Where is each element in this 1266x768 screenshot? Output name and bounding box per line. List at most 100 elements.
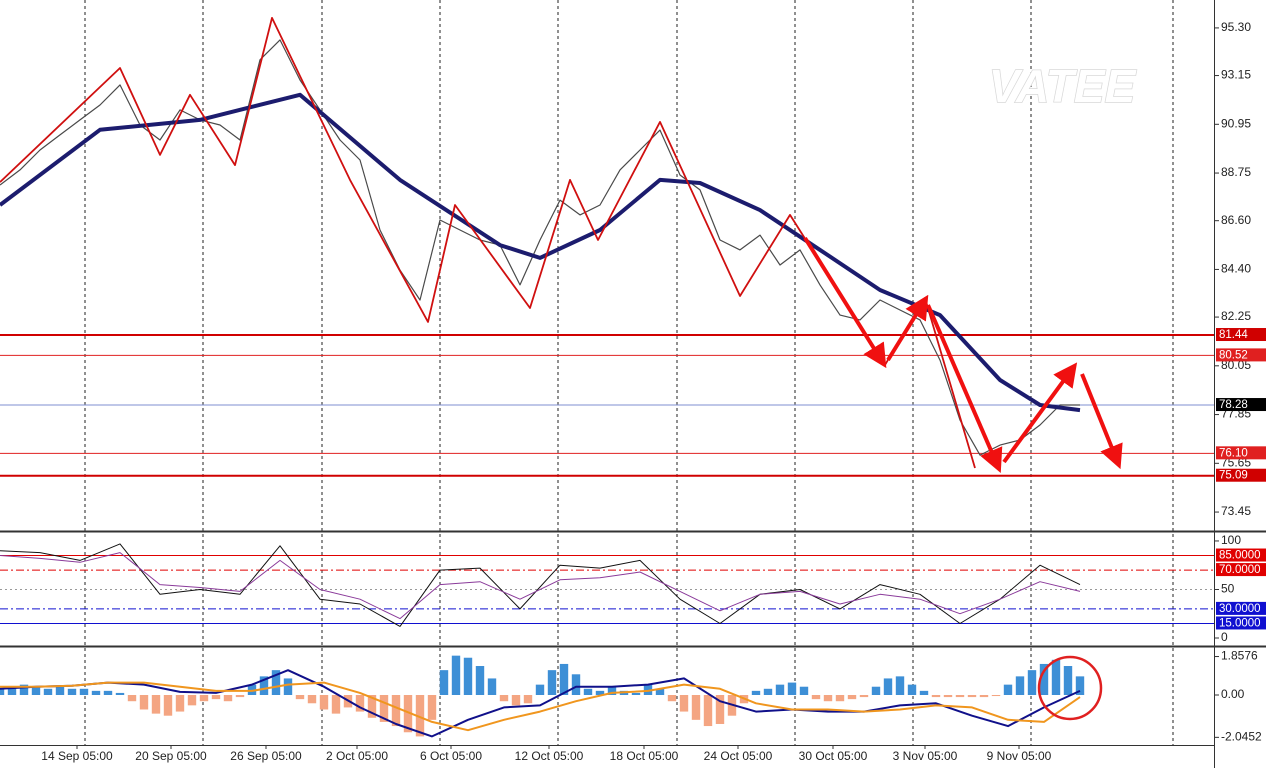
histogram-bar	[451, 655, 461, 695]
y-tick-label: 82.25	[1221, 309, 1251, 323]
histogram-bar	[43, 688, 53, 695]
histogram-bar	[487, 678, 497, 695]
histogram-bar	[883, 678, 893, 695]
histogram-bar	[0, 688, 5, 695]
histogram-bar	[643, 684, 653, 695]
x-tick-label: 18 Oct 05:00	[610, 749, 679, 763]
histogram-bar	[679, 694, 689, 712]
level-label: 85.0000	[1219, 550, 1261, 562]
level-label-box	[1216, 468, 1266, 482]
y-tick-label: 80.05	[1221, 358, 1251, 372]
y-tick-label: 88.75	[1221, 165, 1251, 179]
arrow	[926, 304, 1003, 474]
level-label-box	[1216, 601, 1266, 615]
plot-area	[0, 543, 1215, 627]
y-tick-label: 93.15	[1221, 68, 1251, 82]
histogram-bar	[175, 694, 185, 712]
histogram-bar	[31, 686, 41, 695]
series-line	[0, 552, 1081, 620]
histogram-bar	[943, 694, 953, 698]
level-label: 80.52	[1219, 349, 1248, 361]
watermark: VATEE	[989, 60, 1137, 112]
histogram-bar	[811, 694, 821, 700]
series-line	[0, 543, 1081, 627]
histogram-bar	[919, 690, 929, 695]
histogram-bar	[595, 690, 605, 695]
y-tick-label: 100	[1221, 533, 1241, 547]
histogram-bar	[1015, 676, 1025, 695]
histogram-bar	[907, 684, 917, 695]
histogram-bar	[1063, 666, 1073, 695]
histogram-bar	[547, 670, 557, 695]
histogram-bar	[1051, 659, 1061, 695]
histogram-bar	[715, 694, 725, 724]
histogram-bar	[859, 694, 869, 698]
histogram-bar	[511, 694, 521, 706]
histogram-bar	[655, 688, 665, 695]
level-label-box	[1216, 328, 1266, 342]
arrow	[886, 294, 929, 362]
x-tick-label: 30 Oct 05:00	[799, 749, 868, 763]
histogram-bar	[223, 694, 233, 702]
histogram-bar	[823, 694, 833, 702]
x-tick-label: 3 Nov 05:00	[893, 749, 958, 763]
plot-layers: 95.30 93.15 90.95 88.75 86.60 84.40 82.25 80.05…	[0, 17, 1266, 763]
histogram-bar	[559, 663, 569, 695]
x-tick-label: 6 Oct 05:00	[420, 749, 482, 763]
level-label: 70.0000	[1219, 564, 1261, 576]
series-line	[0, 669, 1081, 738]
level-label: 15.0000	[1219, 617, 1261, 629]
histogram-bar	[391, 694, 401, 727]
arrow	[1080, 373, 1123, 470]
arrow	[803, 236, 887, 369]
histogram-bar	[1039, 663, 1049, 695]
histogram-bar	[475, 666, 485, 695]
histogram-bar	[199, 694, 209, 702]
histogram-bar	[55, 686, 65, 695]
histogram-bar	[235, 694, 245, 698]
histogram-bar	[847, 694, 857, 700]
histogram-bar	[247, 684, 257, 695]
annotation-arrows	[803, 236, 1123, 474]
histogram-bar	[499, 694, 509, 702]
level-label: 78.28	[1219, 399, 1248, 411]
x-tick-label: 14 Sep 05:00	[41, 749, 113, 763]
panel: 100 50 0 85.0000 70.0000 30.0000 15.0000	[0, 533, 1266, 644]
histogram-bar	[1003, 684, 1013, 695]
histogram-bar	[835, 694, 845, 702]
histogram-bar	[871, 686, 881, 695]
histogram-bar	[523, 694, 533, 704]
histogram-bar	[1075, 676, 1085, 695]
histogram-bar	[763, 688, 773, 695]
level-label-box	[1216, 616, 1266, 630]
histogram-bar	[379, 694, 389, 722]
level-label-box	[1216, 446, 1266, 460]
histogram-bar	[667, 694, 677, 702]
level-label: 30.0000	[1219, 603, 1261, 615]
histogram-bar	[931, 694, 941, 698]
histogram-bar	[307, 694, 317, 704]
histogram-bar	[979, 694, 989, 698]
highlight-circle	[1037, 655, 1103, 721]
histogram-bar	[955, 694, 965, 698]
histogram-bar	[799, 686, 809, 695]
histogram-bar	[295, 694, 305, 700]
histogram-bar	[19, 684, 29, 695]
histogram-bar	[127, 694, 137, 702]
y-tick-label: 50	[1221, 582, 1235, 596]
x-tick-label: 9 Nov 05:00	[987, 749, 1052, 763]
level-label-box	[1216, 548, 1266, 562]
histogram-bar	[163, 694, 173, 716]
x-tick-label: 20 Sep 05:00	[135, 749, 207, 763]
histogram-bar	[283, 678, 293, 695]
histogram-bar	[691, 694, 701, 720]
x-tick-label: 24 Oct 05:00	[704, 749, 773, 763]
series-line	[0, 92, 1081, 413]
x-tick-label: 2 Oct 05:00	[326, 749, 388, 763]
histogram-bar	[607, 686, 617, 695]
y-tick-label: -2.0452	[1221, 730, 1262, 744]
series-line	[0, 39, 1080, 456]
x-tick-label: 26 Sep 05:00	[230, 749, 302, 763]
histogram-bar	[331, 694, 341, 714]
